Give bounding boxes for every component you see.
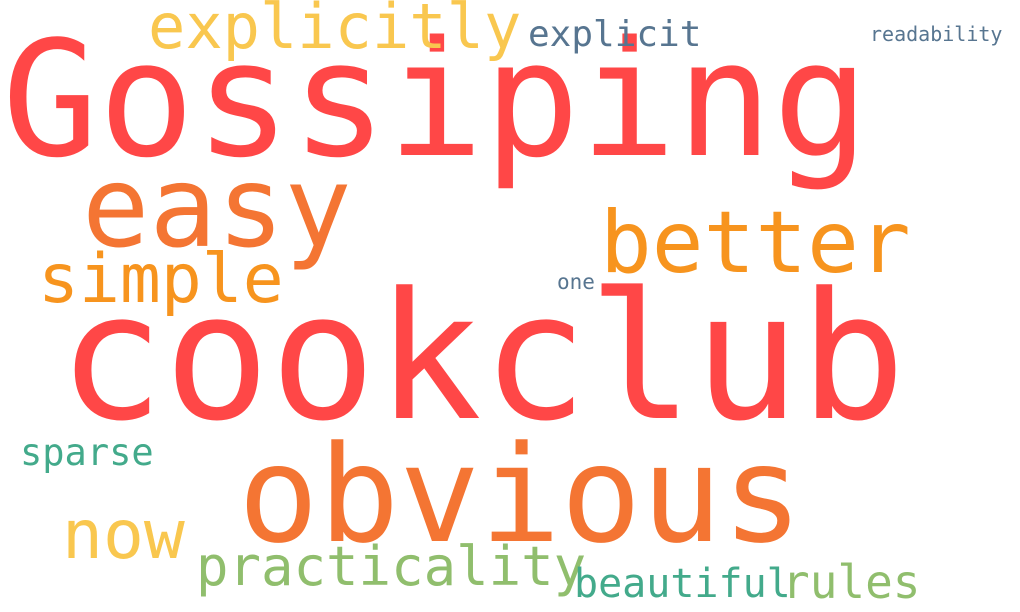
word-beautiful: beautiful	[574, 561, 791, 607]
word-gossiping: Gossiping	[2, 6, 869, 193]
word-sparse: sparse	[20, 431, 154, 474]
word-explicitly: explicitly	[148, 0, 522, 63]
word-readability: readability	[870, 22, 1003, 46]
word-cookclub: cookclub	[58, 255, 906, 460]
word-obvious: obvious	[238, 417, 803, 573]
word-simple: simple	[38, 240, 284, 319]
word-now: now	[62, 496, 185, 575]
word-explicit: explicit	[528, 14, 702, 55]
word-one: one	[557, 270, 595, 294]
word-easy: easy	[82, 143, 352, 273]
word-better: better	[600, 193, 911, 293]
word-rules: rules	[782, 555, 921, 609]
word-practicality: practicality	[196, 535, 587, 598]
